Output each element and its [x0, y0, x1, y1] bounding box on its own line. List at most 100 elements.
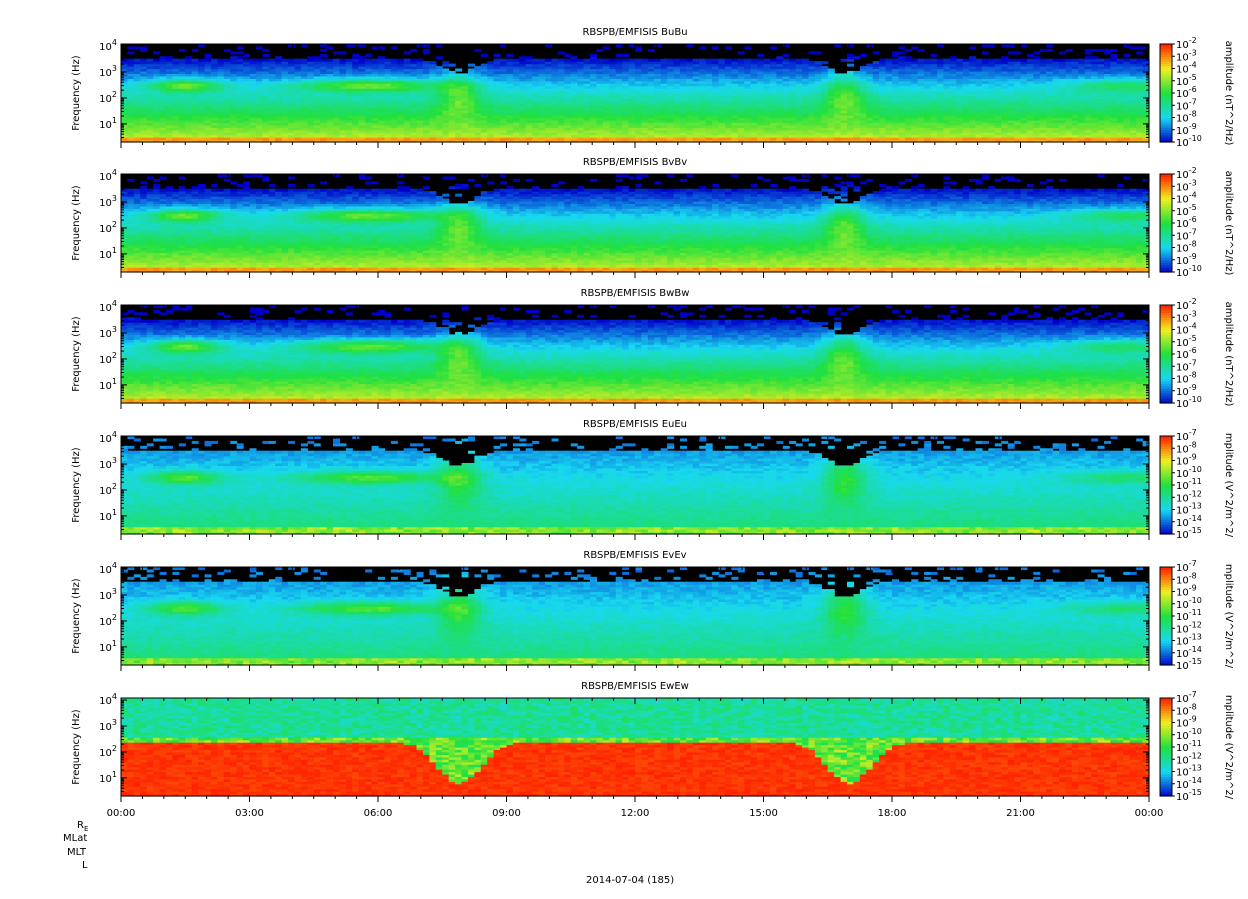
spectrogram-cell [738, 59, 745, 62]
spectrogram-cell [153, 59, 160, 62]
spectrogram-cell [751, 59, 758, 62]
spectrogram-cell [320, 49, 327, 52]
spectrogram-cell [423, 61, 430, 64]
spectrogram-cell [744, 59, 751, 62]
spectrogram-cell [250, 59, 257, 62]
spectrogram-cell [224, 59, 231, 62]
spectrogram-cell [545, 59, 552, 62]
spectrogram-cell [282, 59, 289, 62]
spectrogram-cell [564, 59, 571, 62]
spectrogram-cell [616, 54, 623, 57]
spectrogram-cell [237, 51, 244, 54]
spectrogram-cell [391, 46, 398, 49]
spectrogram-cell [462, 73, 469, 76]
spectrogram-cell [539, 59, 546, 62]
spectrogram-cell [140, 46, 147, 49]
spectrogram-cell [333, 59, 340, 62]
spectrogram-cell [307, 56, 314, 59]
spectrogram-cell [686, 59, 693, 62]
spectrogram-cell [404, 59, 411, 62]
spectrogram-cell [327, 46, 334, 49]
spectrogram-cell [372, 59, 379, 62]
spectrogram-cell [596, 59, 603, 62]
spectrogram-cell [429, 61, 436, 64]
spectrogram-cell [487, 61, 494, 64]
spectrogram-cell [661, 59, 668, 62]
spectrogram-cell [725, 59, 732, 62]
spectrogram-cell [577, 59, 584, 62]
spectrogram-cell [134, 59, 141, 62]
spectrogram-cell [339, 51, 346, 54]
spectrogram-cell [719, 59, 726, 62]
spectrogram-cell [134, 46, 141, 49]
spectrogram-cell [468, 64, 475, 67]
spectrogram-cell [224, 49, 231, 52]
spectrogram-cell [699, 59, 706, 62]
spectrogram-cell [346, 59, 353, 62]
spectrogram-cell [198, 59, 205, 62]
spectrogram-cell [629, 59, 636, 62]
spectrogram-cell [712, 46, 719, 49]
spectrogram-cell [404, 51, 411, 54]
spectrogram-cell [288, 59, 295, 62]
spectrogram-cell [442, 61, 449, 64]
spectrogram-cell [275, 56, 282, 59]
spectrogram-cell [384, 59, 391, 62]
spectrogram-panel: RBSPB/EMFISIS BuBu104103102101Frequency … [71, 27, 1234, 149]
spectrogram-cell [410, 59, 417, 62]
spectrogram-cell [327, 59, 334, 62]
spectrogram-cell [455, 73, 462, 76]
spectrogram-cell [320, 59, 327, 62]
spectrogram-cell [449, 64, 456, 67]
spectrogram-cell [584, 59, 591, 62]
spectrogram-cell [243, 54, 250, 57]
spectrogram-cell [269, 59, 276, 62]
spectrogram-cell [442, 69, 449, 72]
spectrogram-cell [436, 66, 443, 69]
spectrogram-cell [654, 59, 661, 62]
spectrogram-cell [609, 59, 616, 62]
panel-title: RBSPB/EMFISIS BuBu [582, 27, 687, 38]
spectrogram-cell [211, 59, 218, 62]
spectrogram-cell [192, 49, 199, 52]
spectrogram-cell [172, 59, 179, 62]
spectrogram-cell [127, 51, 134, 54]
spectrogram-cell [436, 56, 443, 59]
spectrogram-cell [500, 59, 507, 62]
spectrogram-cell [160, 56, 167, 59]
spectrogram-cell [551, 59, 558, 62]
spectrogram-cell [674, 59, 681, 62]
spectrogram-cell [481, 64, 488, 67]
spectrogram-cell [243, 59, 250, 62]
spectrogram-cell [294, 59, 301, 62]
spectrogram-cell [237, 46, 244, 49]
spectrogram-cell [558, 51, 565, 54]
spectrogram-cell [507, 59, 514, 62]
spectrogram-cell [217, 59, 224, 62]
spectrogram-cell [622, 59, 629, 62]
spectrogram-cell [378, 56, 385, 59]
spectrogram-cell [526, 56, 533, 59]
spectrogram-cell [494, 59, 501, 62]
spectrogram-cell [378, 46, 385, 49]
spectrogram-cell [417, 59, 424, 62]
spectrogram-cell [513, 59, 520, 62]
spectrogram-cell [596, 49, 603, 52]
spectrogram-cell [590, 54, 597, 57]
spectrogram-cell [262, 54, 269, 57]
spectrogram-cell [365, 54, 372, 57]
spectrogram-cell [391, 59, 398, 62]
spectrogram-cell [680, 59, 687, 62]
spectrogram-cell [230, 51, 237, 54]
spectrogram-cell [519, 56, 526, 59]
spectrogram-cell [648, 59, 655, 62]
spectrogram-cell [140, 59, 147, 62]
spectrogram-cell [738, 51, 745, 54]
spectrogram-cell [166, 56, 173, 59]
spectrogram-cell [320, 54, 327, 57]
spectrogram-cell [179, 59, 186, 62]
spectrogram-cell [192, 59, 199, 62]
spectrogram-cell [262, 49, 269, 52]
spectrogram-cell [359, 56, 366, 59]
spectrogram-cell [352, 54, 359, 57]
